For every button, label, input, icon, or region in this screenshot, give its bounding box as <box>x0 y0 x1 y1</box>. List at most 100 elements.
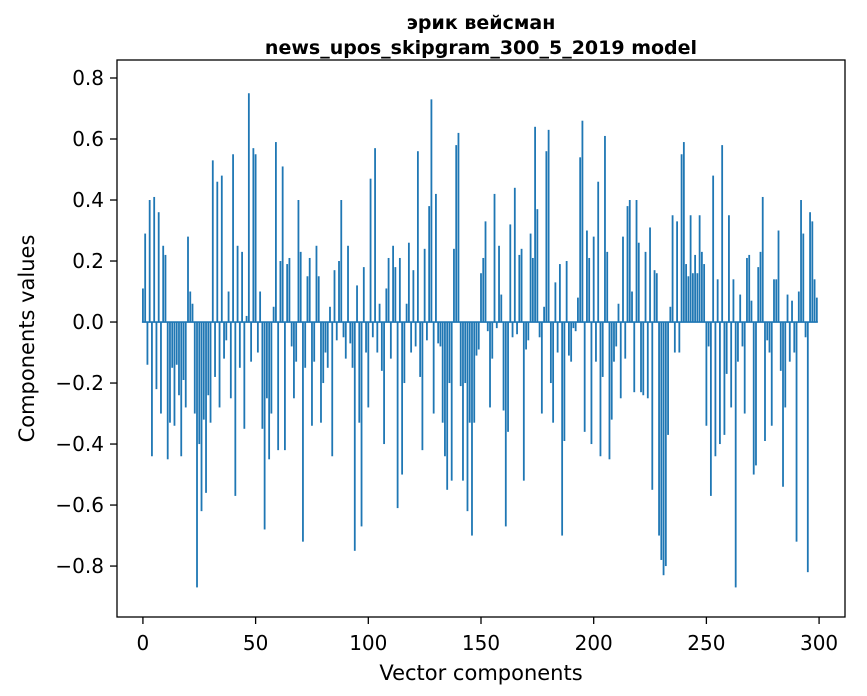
bar <box>604 135 606 323</box>
bar <box>498 245 500 323</box>
bar <box>153 196 156 323</box>
bar <box>716 279 719 323</box>
bar <box>633 322 636 393</box>
bar <box>295 322 298 362</box>
bar <box>626 206 629 323</box>
bar <box>804 322 807 338</box>
bar <box>268 322 271 460</box>
bar <box>439 322 442 347</box>
bar <box>617 303 620 323</box>
bar <box>658 322 660 536</box>
bar <box>241 251 243 323</box>
bar <box>793 322 796 353</box>
bar <box>360 322 363 527</box>
bar <box>304 322 307 368</box>
bar <box>782 322 784 487</box>
bar <box>651 322 654 490</box>
bar <box>187 236 189 323</box>
bar <box>398 257 401 323</box>
bar <box>509 224 512 323</box>
bar <box>489 322 491 408</box>
bar <box>392 245 394 323</box>
bar <box>649 227 651 323</box>
bar <box>531 257 534 323</box>
bar <box>676 221 678 323</box>
bar <box>151 322 153 457</box>
bar <box>671 215 674 323</box>
bar <box>414 322 417 347</box>
bar <box>374 148 376 323</box>
bar <box>191 303 194 323</box>
y-tick-label: −0.6 <box>55 493 104 517</box>
bar <box>306 276 309 323</box>
bar <box>775 279 778 323</box>
bar <box>313 322 316 362</box>
x-tick-label: 300 <box>800 631 838 655</box>
bar <box>333 270 336 323</box>
bar <box>687 276 690 323</box>
bar <box>371 322 374 338</box>
bar <box>338 261 340 323</box>
bar <box>484 221 487 323</box>
bar <box>457 132 460 323</box>
bar <box>146 322 149 365</box>
x-tick-label: 150 <box>462 631 500 655</box>
bar <box>446 322 449 490</box>
y-tick-label: 0.8 <box>72 66 104 90</box>
bar <box>662 322 665 576</box>
bar <box>144 233 147 323</box>
bar <box>356 285 358 323</box>
bar <box>358 322 361 423</box>
bar <box>737 322 739 362</box>
bar <box>148 200 151 323</box>
bar <box>184 322 187 408</box>
bar <box>205 322 207 493</box>
bar <box>728 215 730 323</box>
bar <box>725 322 728 374</box>
bar <box>317 276 320 323</box>
bar <box>435 193 437 323</box>
bar <box>293 322 295 399</box>
bar <box>574 322 577 332</box>
bar <box>588 257 591 323</box>
bar <box>741 322 744 347</box>
bar <box>284 322 286 451</box>
bar <box>768 322 771 353</box>
bar <box>590 322 593 445</box>
bar <box>450 322 453 481</box>
bar <box>513 187 516 323</box>
bar <box>412 270 415 323</box>
bar <box>579 157 582 323</box>
chart-title-line1: эрик вейсман <box>406 12 556 34</box>
bar <box>761 196 764 323</box>
bar <box>252 148 255 323</box>
bar <box>714 322 717 457</box>
bar <box>380 322 383 371</box>
bar <box>599 322 602 457</box>
bar <box>635 200 638 323</box>
bar <box>746 257 748 323</box>
bar <box>797 291 800 323</box>
y-tick-label: −0.4 <box>55 432 104 456</box>
bar <box>394 267 397 323</box>
bar <box>538 322 541 338</box>
bar <box>572 322 575 329</box>
bar <box>568 322 570 356</box>
bar <box>464 322 467 384</box>
bar <box>500 294 503 323</box>
bar <box>175 322 178 365</box>
bar <box>743 322 746 414</box>
y-tick-label: 0.2 <box>72 249 104 273</box>
bar <box>245 315 248 323</box>
bar <box>385 288 388 323</box>
bar <box>597 181 600 323</box>
bar <box>164 254 167 323</box>
bar <box>421 322 424 451</box>
bar <box>655 273 658 323</box>
bar <box>709 322 712 496</box>
bar <box>378 303 381 323</box>
bar <box>311 322 313 426</box>
x-tick-label: 50 <box>243 631 268 655</box>
bar <box>613 322 615 362</box>
